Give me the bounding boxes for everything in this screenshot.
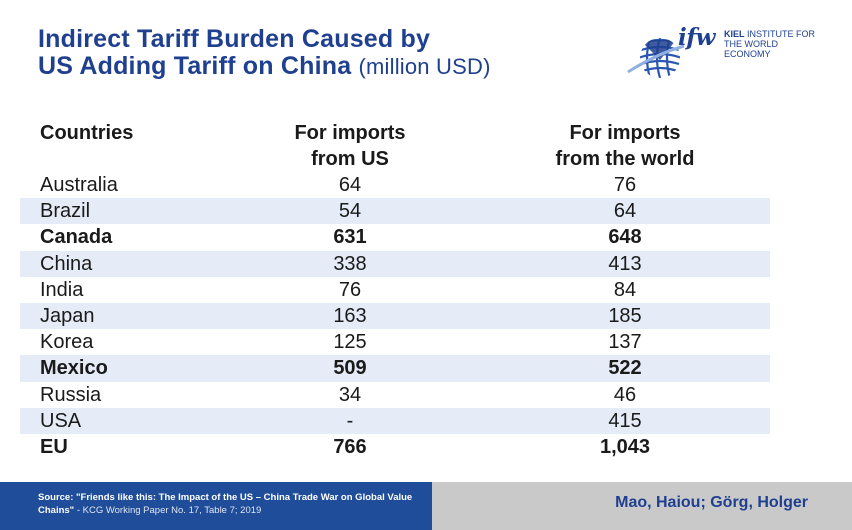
header-imports-from-us: For imports from US: [270, 120, 430, 172]
globe-icon: [627, 38, 685, 78]
table-row: Mexico 509 522: [20, 355, 770, 382]
imports-from-us-cell: 34: [338, 383, 362, 406]
column-header-line: from the world: [555, 148, 695, 170]
imports-from-us-cell: 64: [338, 174, 362, 196]
imports-from-world-cell: 46: [613, 383, 637, 406]
imports-from-us-cell: 163: [333, 304, 367, 327]
source-title: Source: "Friends like this: The Impact o…: [38, 492, 413, 516]
country-cell: China: [40, 252, 93, 275]
column-header-line: For imports: [294, 122, 406, 144]
imports-from-world-cell: 648: [608, 226, 642, 249]
imports-from-world-cell: 522: [608, 357, 642, 380]
country-cell: USA: [40, 409, 82, 432]
title-unit: (million USD): [358, 54, 491, 79]
table-row: EU 766 1,043: [20, 434, 770, 460]
header-countries: Countries: [40, 120, 133, 146]
ifw-logo: ifw KIEL INSTITUTE FOR THE WORLD ECONOMY: [622, 14, 822, 84]
table-row: Australia 64 76: [20, 172, 770, 198]
imports-from-us-cell: 766: [333, 435, 367, 458]
table-row: USA - 415: [20, 407, 770, 434]
title-line-1: Indirect Tariff Burden Caused by: [38, 25, 431, 53]
imports-from-world-cell: 185: [608, 304, 642, 327]
authors: Mao, Haiou; Görg, Holger: [615, 494, 808, 511]
imports-from-world-cell: 413: [608, 252, 642, 275]
table-body: Australia 64 76 Brazil 54 64 Canada 631 648 China…: [20, 172, 770, 460]
ifw-wordmark: ifw: [678, 24, 715, 51]
imports-from-world-cell: 76: [613, 174, 637, 196]
institute-name-kiel: KIEL: [724, 29, 745, 39]
imports-from-world-cell: 415: [608, 409, 642, 432]
table-row: Japan 163 185: [20, 302, 770, 330]
imports-from-us-cell: 631: [333, 226, 367, 249]
country-cell: Mexico: [40, 357, 108, 380]
imports-from-us-cell: 54: [338, 200, 362, 223]
table-row: Korea 125 137: [20, 329, 770, 355]
country-cell: EU: [40, 435, 68, 458]
source-citation: Source: "Friends like this: The Impact o…: [0, 482, 432, 530]
country-cell: Russia: [40, 383, 102, 406]
country-cell: Korea: [40, 331, 94, 354]
country-cell: Canada: [40, 226, 113, 249]
imports-from-us-cell: 509: [333, 357, 367, 380]
table-row: Brazil 54 64: [20, 198, 770, 225]
imports-from-us-cell: 338: [333, 252, 367, 275]
table-row: Canada 631 648: [20, 224, 770, 250]
table-row: Russia 34 46: [20, 382, 770, 408]
column-header-line: Countries: [40, 122, 134, 144]
footer: Source: "Friends like this: The Impact o…: [0, 482, 852, 530]
column-header-line: For imports: [569, 122, 681, 144]
page-title: Indirect Tariff Burden Caused by US Addi…: [38, 26, 491, 80]
institute-name: KIEL INSTITUTE FOR THE WORLD ECONOMY: [724, 29, 822, 59]
institute-name-line1: INSTITUTE FOR: [747, 29, 816, 39]
title-line-2-text: US Adding Tariff on China: [38, 52, 352, 80]
imports-from-us-cell: 76: [338, 278, 362, 301]
country-cell: Brazil: [40, 200, 91, 223]
country-cell: Australia: [40, 174, 118, 196]
tariff-table: Countries For imports from US For imports…: [20, 118, 770, 460]
imports-from-us-cell: -: [346, 409, 354, 432]
imports-from-world-cell: 84: [613, 278, 637, 301]
country-cell: India: [40, 278, 84, 301]
imports-from-world-cell: 64: [613, 200, 637, 223]
column-header-line: from US: [311, 148, 389, 170]
imports-from-world-cell: 137: [608, 331, 642, 354]
source-details: - KCG Working Paper No. 17, Table 7; 201…: [74, 505, 262, 516]
imports-from-world-cell: 1,043: [599, 435, 651, 458]
table-header: Countries For imports from US For imports…: [20, 118, 770, 172]
title-line-2: US Adding Tariff on China (million USD): [38, 53, 491, 80]
imports-from-us-cell: 125: [333, 331, 367, 354]
country-cell: Japan: [40, 304, 95, 327]
institute-name-line2: THE WORLD ECONOMY: [724, 39, 778, 59]
table-row: China 338 413: [20, 250, 770, 277]
header-imports-from-world: For imports from the world: [525, 120, 725, 172]
table-row: India 76 84: [20, 277, 770, 303]
